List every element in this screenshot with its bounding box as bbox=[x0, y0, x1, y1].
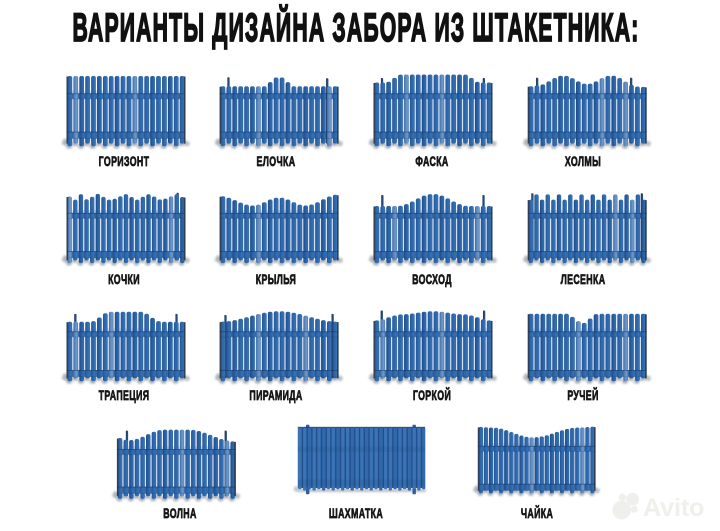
svg-text:Avito: Avito bbox=[643, 494, 704, 522]
